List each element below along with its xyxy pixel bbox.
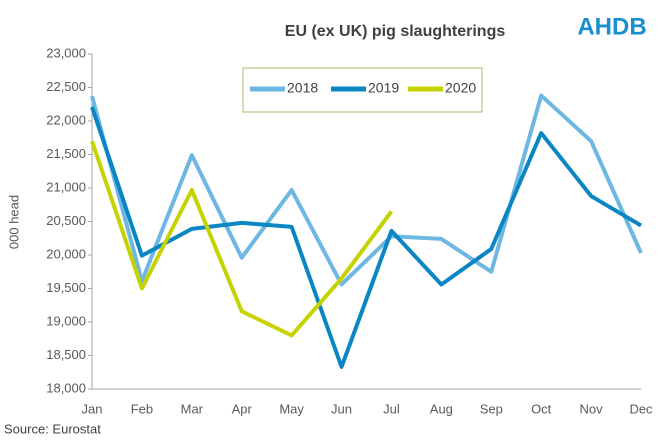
y-tick-label: 20,500 [46,213,86,228]
y-tick-label: 19,000 [46,313,86,328]
logo: AHDB [577,13,646,40]
y-tick-label: 19,500 [46,280,86,295]
x-tick-label: Apr [232,401,253,416]
chart-title: EU (ex UK) pig slaughterings [285,23,506,40]
x-tick-label: Dec [629,401,653,416]
x-tick-label: Jun [331,401,352,416]
line-series [90,93,643,287]
legend-label: 2020 [445,80,476,96]
x-tick-label: Sep [480,401,503,416]
y-tick-label: 22,500 [46,79,86,94]
legend-label: 2019 [368,80,399,96]
y-tick-label: 18,000 [46,380,86,395]
line-series [90,140,394,338]
x-tick-label: Oct [531,401,552,416]
line-series [90,106,643,369]
y-axis-label: 000 head [6,195,21,249]
y-tick-label: 21,500 [46,146,86,161]
y-tick-label: 21,000 [46,179,86,194]
x-tick-label: Feb [131,401,153,416]
x-tick-label: Jan [82,401,103,416]
y-tick-label: 22,000 [46,112,86,127]
x-tick-label: Aug [430,401,453,416]
x-tick-label: Mar [181,401,204,416]
y-tick-label: 18,500 [46,347,86,362]
y-tick-label: 23,000 [46,45,86,60]
source: Source: Eurostat [4,421,101,436]
x-tick-label: Jul [383,401,400,416]
x-tick-label: May [279,401,304,416]
y-tick-label: 20,000 [46,246,86,261]
x-tick-label: Nov [580,401,604,416]
legend-label: 2018 [287,80,318,96]
